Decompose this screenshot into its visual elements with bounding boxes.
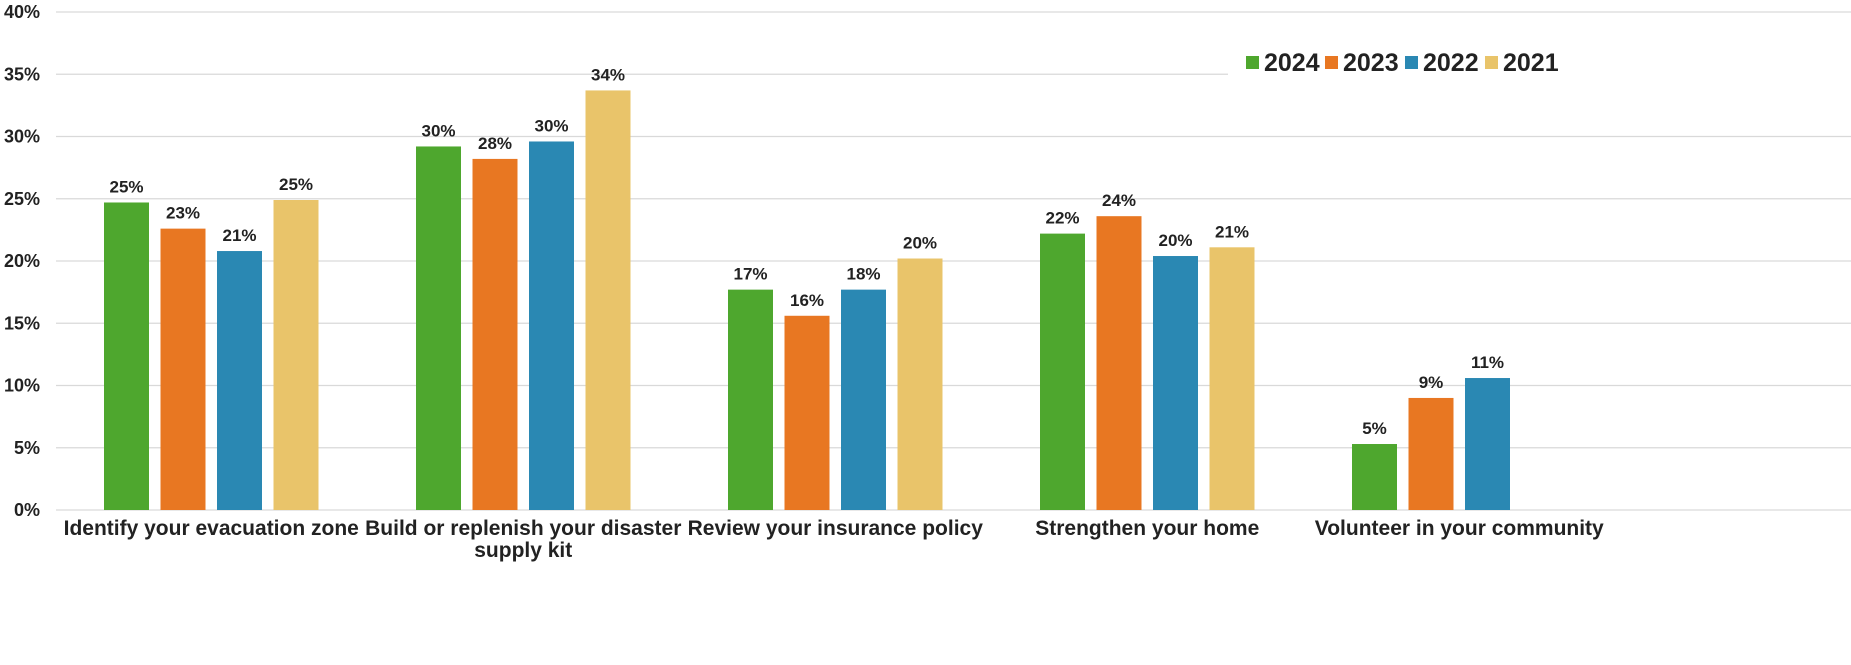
data-label: 9% [1419,373,1444,392]
bar-2023-4 [1408,397,1454,510]
data-label: 17% [733,265,767,284]
bar-2022-1 [529,141,574,511]
data-label: 20% [1158,231,1192,250]
bar-2022-2 [841,289,886,510]
category-label: Review your insurance policy [688,517,984,540]
category-label: supply kit [474,539,572,562]
bar-2023-0 [160,228,206,510]
bar-2021-1 [585,90,631,510]
bar-2022-0 [217,251,262,511]
legend-swatch-2021 [1485,56,1498,69]
data-label: 30% [534,116,568,135]
data-label: 22% [1045,209,1079,228]
bar-2024-4 [1352,444,1397,510]
y-tick-label: 0% [14,500,40,520]
legend-label-2024: 2024 [1264,49,1320,77]
y-tick-label: 15% [4,313,40,333]
y-tick-label: 20% [4,251,40,271]
data-label: 18% [846,265,880,284]
bar-2024-3 [1040,233,1085,511]
bar-2023-1 [472,158,518,510]
data-label: 20% [903,234,937,253]
bar-2021-3 [1209,247,1255,510]
bar-2021-2 [897,258,943,510]
data-label: 25% [279,175,313,194]
y-tick-label: 35% [4,64,40,84]
data-label: 30% [421,121,455,140]
legend-swatch-2022 [1405,56,1418,69]
data-label: 28% [478,134,512,153]
data-label: 25% [109,177,143,196]
y-tick-label: 10% [4,376,40,396]
y-tick-label: 25% [4,189,40,209]
data-label: 11% [1471,353,1504,372]
category-label: Identify your evacuation zone [64,517,359,540]
y-axis-tick-labels: 0% 5% 10% 15% 20% 25% 30% 35% 40% [4,2,40,520]
data-label: 16% [790,291,824,310]
bar-2023-2 [784,315,830,510]
legend-swatch-2023 [1325,56,1338,69]
legend-label-2021: 2021 [1503,49,1559,77]
bar-2021-0 [273,199,319,510]
data-label: 5% [1362,419,1387,438]
bar-2022-3 [1153,256,1198,510]
data-label: 23% [166,204,200,223]
legend-swatch-2024 [1246,56,1259,69]
gridlines [56,11,1851,511]
data-labels: 25% 30% 17% 22% 5% 23% 28% 16% 24% 9% 21% 30% 18% 20%… [109,65,1504,438]
bar-2024-2 [728,289,773,510]
data-label: 21% [222,226,256,245]
y-tick-label: 30% [4,127,40,147]
y-tick-label: 40% [4,2,40,22]
bar-2023-3 [1096,216,1142,510]
bar-2022-4 [1465,378,1510,510]
data-label: 21% [1215,222,1249,241]
y-tick-label: 5% [14,438,40,458]
data-label: 34% [591,65,625,84]
category-label: Build or replenish your disaster [365,517,681,540]
bar-2024-0 [104,202,149,511]
category-label: Strengthen your home [1035,517,1259,540]
legend-label-2023: 2023 [1343,49,1399,77]
bars [104,90,1510,511]
legend-label-2022: 2022 [1423,49,1479,77]
legend: 2024 2023 2022 2021 [1228,38,1851,88]
category-label: Volunteer in your community [1315,517,1604,540]
x-axis-category-labels: Identify your evacuation zone Build or re… [64,517,1604,562]
bar-2024-1 [416,146,461,510]
data-label: 24% [1102,191,1136,210]
